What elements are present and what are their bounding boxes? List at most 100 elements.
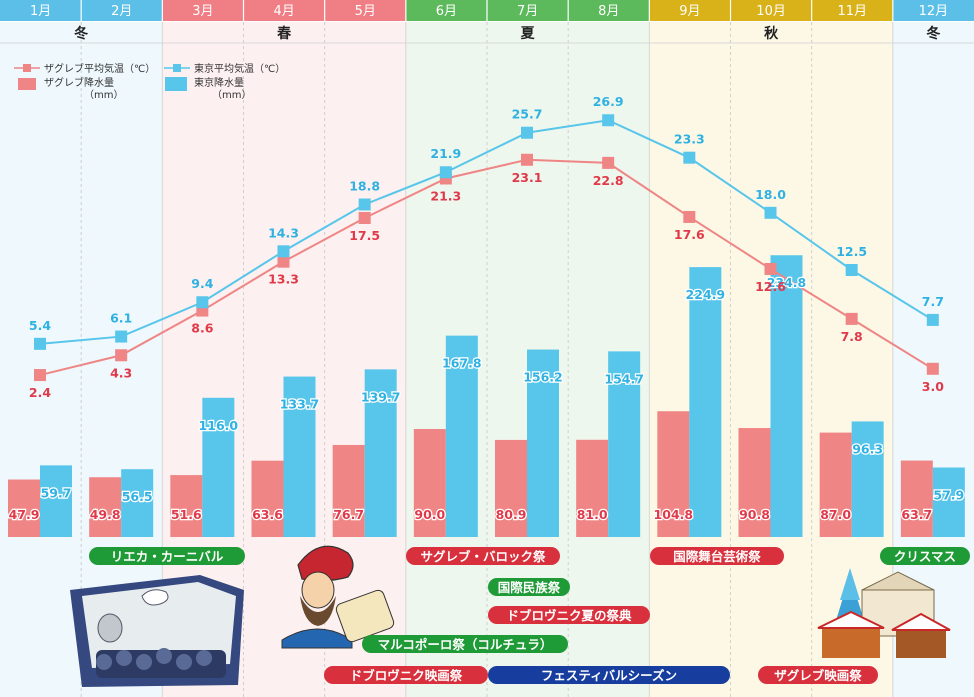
svg-text:リエカ・カーニバル: リエカ・カーニバル: [111, 549, 224, 564]
legend-zagreb-rain-unit: （mm）: [84, 89, 123, 101]
tokyo-rain-label-9: 224.9: [686, 287, 726, 302]
zagreb-temp-label-2: 4.3: [110, 365, 132, 380]
legend-zagreb-rain: ザグレブ降水量: [44, 76, 114, 89]
carnival-illustration: [70, 575, 244, 687]
tokyo-rain-bar-5: [364, 369, 397, 537]
zagreb-temp-label-6: 21.3: [430, 188, 461, 203]
zagreb-temp-label-4: 13.3: [268, 272, 299, 287]
event-pills: リエカ・カーニバル サグレブ・バロック祭 国際民族祭 ドブロヴニク夏の祭典 マル…: [89, 547, 970, 684]
legend-tokyo-rain: 東京降水量: [194, 76, 244, 89]
tokyo-temp-point-8: [602, 114, 615, 127]
zagreb-temp-label-8: 22.8: [593, 173, 624, 188]
zagreb-rain-label-2: 49.8: [90, 507, 121, 522]
tokyo-temp-label-4: 14.3: [268, 225, 299, 240]
season-band-1: [162, 22, 406, 43]
tokyo-rain-bar-2: [121, 469, 154, 537]
event-dubrovnik-summer: ドブロヴニク夏の祭典: [488, 606, 650, 624]
svg-text:国際民族祭: 国際民族祭: [498, 580, 561, 595]
zagreb-rain-label-11: 87.0: [820, 507, 851, 522]
tokyo-temp-point-3: [196, 296, 209, 309]
tokyo-temp-point-9: [683, 151, 696, 164]
svg-text:ドブロヴニク夏の祭典: ドブロヴニク夏の祭典: [506, 608, 632, 623]
event-zagreb-baroque: サグレブ・バロック祭: [406, 547, 560, 565]
zagreb-temp-label-1: 2.4: [29, 385, 51, 400]
zagreb-rain-bar-7: [495, 439, 527, 537]
season-band-4: [892, 22, 974, 43]
tokyo-rain-label-10: 234.8: [767, 275, 807, 290]
svg-text:クリスマス: クリスマス: [894, 549, 956, 564]
zagreb-rain-label-12: 63.7: [901, 507, 932, 522]
month-label-9: 9月: [679, 4, 700, 19]
tokyo-rain-bar-12: [932, 467, 965, 537]
tokyo-temp-point-11: [845, 264, 858, 276]
zagreb-temp-legend-marker: [23, 64, 31, 72]
event-festival-season: フェスティバルシーズン: [488, 666, 730, 684]
season-label-3: 秋: [764, 25, 779, 42]
zagreb-temp-point-12: [926, 362, 939, 375]
temperature-lines: [34, 114, 939, 382]
month-label-10: 10月: [756, 4, 786, 19]
zagreb-rain-bar-4: [251, 460, 284, 537]
month-label-3: 3月: [192, 4, 213, 19]
svg-text:ザグレブ映画祭: ザグレブ映画祭: [774, 668, 862, 683]
event-marco-polo: マルコポーロ祭（コルチュラ）: [362, 635, 568, 653]
tokyo-rain-bar-4: [283, 376, 316, 537]
tokyo-temp-point-2: [115, 330, 128, 343]
zagreb-temp-label-12: 3.0: [922, 379, 944, 394]
zagreb-rain-bar-6: [413, 429, 446, 537]
month-label-7: 7月: [517, 4, 538, 19]
zagreb-temp-line: [39, 158, 934, 377]
season-label-0: 冬: [74, 25, 88, 42]
zagreb-temp-point-4: [277, 255, 290, 268]
season-background: [0, 22, 974, 697]
legend-tokyo-rain-unit: （mm）: [212, 89, 251, 101]
tokyo-temp-point-6: [439, 166, 452, 179]
tokyo-rain-bar-3: [202, 397, 235, 537]
tokyo-rain-label-3: 116.0: [199, 418, 239, 433]
svg-text:フェスティバルシーズン: フェスティバルシーズン: [541, 668, 677, 683]
header-band-3: [649, 0, 893, 21]
tokyo-rain-label-5: 139.7: [361, 389, 401, 404]
tokyo-temp-point-4: [277, 245, 290, 258]
tokyo-temp-point-7: [521, 126, 533, 139]
zagreb-rain-bar-9: [657, 411, 690, 537]
zagreb-rain-label-1: 47.9: [9, 507, 40, 522]
zagreb-temp-point-8: [602, 156, 615, 169]
zagreb-rain-bar-10: [738, 428, 771, 537]
zagreb-rain-bar-12: [900, 460, 933, 537]
header-band-2: [405, 0, 650, 21]
zagreb-temp-label-10: 12.6: [755, 279, 786, 294]
zagreb-rain-label-9: 104.8: [654, 507, 694, 522]
month-label-11: 11月: [837, 4, 867, 19]
event-dubrovnik-film: ドブロヴニク映画祭: [324, 666, 488, 684]
tokyo-temp-label-10: 18.0: [755, 187, 786, 202]
zagreb-temp-label-5: 17.5: [349, 228, 380, 243]
tokyo-temp-point-1: [34, 337, 46, 350]
tokyo-temp-label-8: 26.9: [593, 94, 624, 109]
month-label-8: 8月: [598, 4, 619, 19]
month-label-12: 12月: [919, 4, 949, 19]
tokyo-rain-bar-9: [689, 267, 722, 537]
svg-text:ドブロヴニク映画祭: ドブロヴニク映画祭: [350, 668, 463, 683]
tokyo-rain-legend-swatch: [165, 77, 187, 91]
tokyo-rain-label-4: 133.7: [280, 397, 320, 412]
zagreb-rain-bar-11: [819, 432, 852, 537]
marco-polo-illustration: [281, 545, 395, 649]
month-label-5: 5月: [355, 4, 376, 19]
value-labels: 47.959.7 49.856.5 51.6 116.0 63.6 133.7 76.7 13…: [7, 94, 965, 523]
tokyo-temp-label-6: 21.9: [430, 146, 461, 161]
tokyo-temp-label-7: 25.7: [512, 107, 543, 122]
header-band-4: [892, 0, 974, 21]
tokyo-rain-bar-11: [851, 421, 884, 537]
tokyo-temp-point-10: [764, 206, 777, 219]
tokyo-temp-label-12: 7.7: [922, 294, 944, 309]
chart-legend: ザグレブ平均気温（℃） ザグレブ降水量 （mm） 東京平均気温（℃） 東京降水量…: [14, 62, 285, 101]
zagreb-rain-label-4: 63.6: [252, 507, 283, 522]
zagreb-rain-bar-2: [89, 477, 122, 537]
season-label-2: 夏: [521, 25, 536, 42]
zagreb-rain-label-10: 90.8: [739, 507, 770, 522]
zagreb-temp-point-7: [521, 153, 533, 166]
rainfall-bars: [8, 255, 965, 538]
tokyo-temp-label-3: 9.4: [191, 276, 213, 291]
